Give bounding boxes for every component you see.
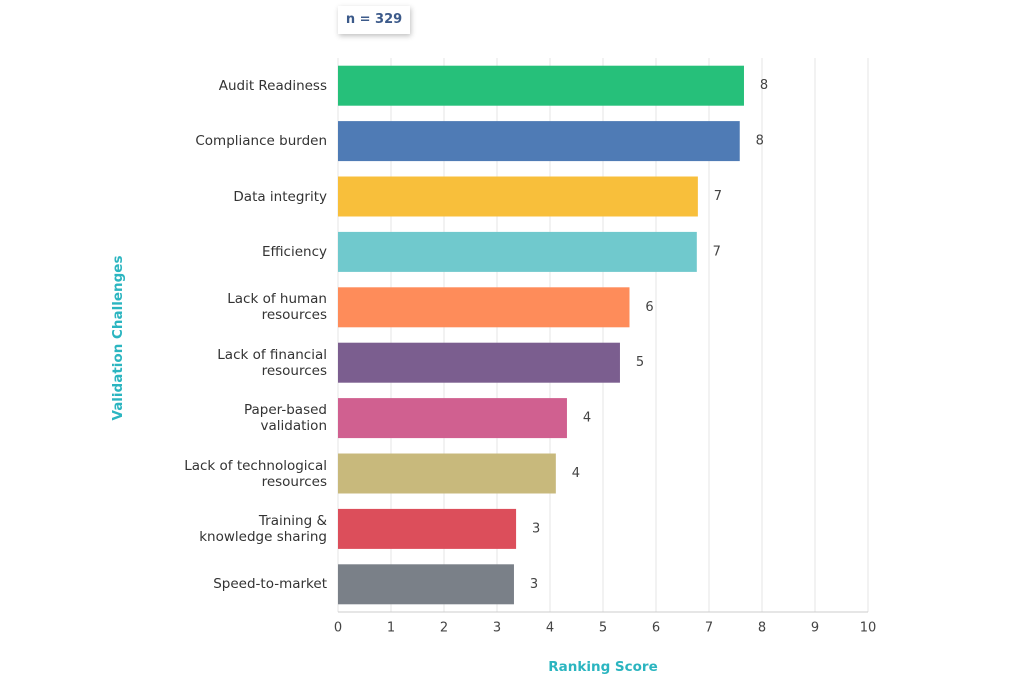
data-label: 7 — [713, 244, 721, 259]
y-tick-label: Efficiency — [261, 243, 327, 260]
bar — [338, 176, 698, 217]
bar — [338, 121, 740, 162]
data-label: 8 — [760, 78, 768, 93]
bar — [338, 342, 620, 383]
data-label: 3 — [532, 521, 540, 536]
bar — [338, 564, 514, 605]
annotation: n = 329 — [338, 6, 410, 34]
x-tick-label: 0 — [334, 621, 342, 636]
bar — [338, 508, 517, 549]
data-label: 5 — [636, 355, 644, 370]
x-tick-label: 7 — [705, 621, 713, 636]
data-label: 6 — [645, 300, 653, 315]
y-tick-label: Compliance burden — [195, 133, 327, 150]
x-tick-label: 10 — [860, 621, 877, 636]
y-tick-label: Lack of human resources — [227, 291, 327, 324]
x-tick-label: 4 — [546, 621, 554, 636]
x-tick-label: 6 — [652, 621, 660, 636]
data-label: 3 — [530, 577, 538, 592]
y-tick-label: Training & knowledge sharing — [199, 512, 327, 545]
x-tick-label: 3 — [493, 621, 501, 636]
y-tick-label: Data integrity — [233, 188, 327, 205]
data-label: 7 — [714, 189, 722, 204]
x-tick-label: 1 — [387, 621, 395, 636]
y-tick-label: Audit Readiness — [218, 77, 327, 94]
y-tick-label: Paper-based validation — [244, 402, 327, 435]
x-tick-label: 5 — [599, 621, 607, 636]
bar — [338, 231, 697, 272]
bar — [338, 65, 744, 106]
y-axis-label: Validation Challenges — [110, 255, 126, 420]
x-tick-label: 2 — [440, 621, 448, 636]
x-tick-label: 8 — [758, 621, 766, 636]
x-tick-label: 9 — [811, 621, 819, 636]
data-label: 8 — [756, 134, 764, 149]
bar — [338, 453, 556, 494]
data-label: 4 — [583, 411, 591, 426]
data-label: 4 — [572, 466, 580, 481]
y-tick-label: Speed-to-market — [213, 576, 327, 593]
y-tick-label: Lack of financial resources — [217, 346, 327, 379]
x-axis-label: Ranking Score — [548, 659, 658, 675]
bar — [338, 398, 567, 439]
bar — [338, 287, 630, 328]
y-tick-label: Lack of technological resources — [184, 457, 327, 490]
